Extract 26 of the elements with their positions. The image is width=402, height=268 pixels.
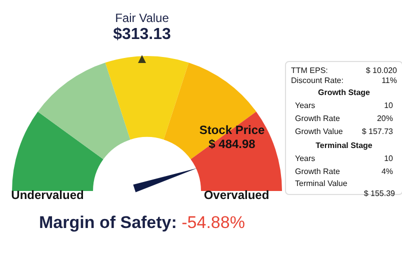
slice-label: Undervalued (11, 188, 84, 202)
text: 10 (384, 101, 393, 110)
text: 4% (381, 167, 393, 176)
slice-label: Overvalued (204, 188, 270, 202)
text: -54.88% (182, 213, 245, 232)
text: 10 (384, 154, 393, 163)
chart-title: Fair Value (115, 11, 170, 25)
text: $ 484.98 (208, 137, 256, 151)
text: Growth Stage (316, 87, 371, 99)
text: Terminal Value (294, 178, 348, 189)
text: Terminal Stage (314, 140, 374, 152)
text: $ 157.73 (362, 127, 393, 136)
text: 11% (382, 76, 397, 84)
text: Growth Rate (295, 114, 340, 123)
text: Discount Rate: (291, 76, 344, 84)
text: Stock Price (199, 123, 266, 137)
text: Years (295, 101, 316, 110)
text: Margin of Safety: (39, 213, 182, 232)
text: Years (295, 154, 316, 163)
chart-subtitle: $313.13 (113, 26, 172, 43)
text: $ 155.39 (362, 189, 396, 200)
text: TTM EPS: (291, 66, 328, 74)
text: $ 10.020 (366, 66, 397, 74)
text: Growth Value (295, 127, 343, 136)
text: 20% (376, 114, 393, 123)
text: Growth Rate (295, 167, 340, 176)
